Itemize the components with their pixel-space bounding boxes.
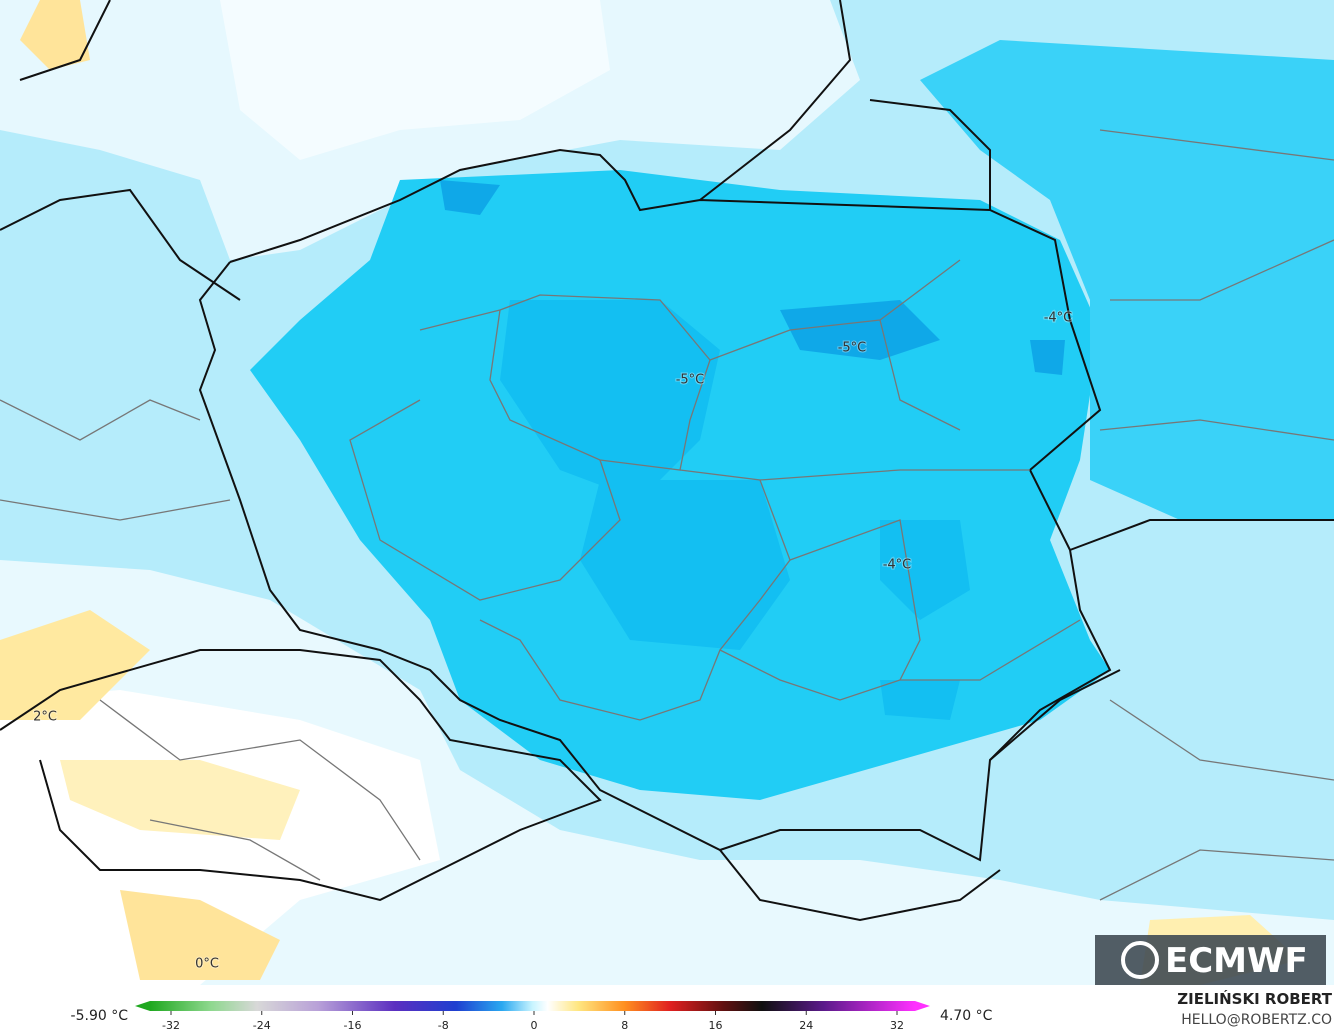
colorbar-tick-label: -24 xyxy=(253,1019,271,1032)
colorbar-tick-label: 16 xyxy=(709,1019,723,1032)
logo-text: ECMWF xyxy=(1165,941,1308,981)
cb-hi xyxy=(915,1001,930,1011)
cb-lo xyxy=(135,1001,150,1011)
max-label: 4.70 °C xyxy=(940,1008,993,1024)
credit-name: ZIELIŃSKI ROBERT xyxy=(1177,989,1332,1008)
colorbar-tick-label: 32 xyxy=(890,1019,904,1032)
logo-icon xyxy=(1121,941,1159,979)
colorbar-tick-label: -16 xyxy=(344,1019,362,1032)
contour-label: 0°C xyxy=(195,957,219,972)
logo-box: ECMWF xyxy=(1095,935,1326,985)
colorbar-tick-label: 24 xyxy=(799,1019,813,1032)
contour-label: -5°C xyxy=(838,341,867,356)
contour-label: -4°C xyxy=(1044,311,1073,326)
colorbar-tick-label: -8 xyxy=(438,1019,449,1032)
credit-email: HELLO@ROBERTZ.CO xyxy=(1181,1012,1332,1028)
colorbar-tick-label: -32 xyxy=(162,1019,180,1032)
contour-label: -4°C xyxy=(883,558,912,573)
contour-labels: -5°C -5°C -4°C -4°C 2°C 0°C xyxy=(32,310,1073,973)
colorbar-tick-label: 0 xyxy=(531,1019,538,1032)
colorbar-bar xyxy=(150,1001,915,1011)
colorbar-tick-label: 8 xyxy=(621,1019,628,1032)
contour-label: -5°C xyxy=(676,373,705,388)
colorbar: -5.90 °C 4.70 °C -32 -24 -16 -8 0 8 16 24 32 xyxy=(71,1001,993,1032)
contour-label: 2°C xyxy=(33,710,57,725)
map xyxy=(0,0,1334,985)
min-label: -5.90 °C xyxy=(71,1008,129,1024)
